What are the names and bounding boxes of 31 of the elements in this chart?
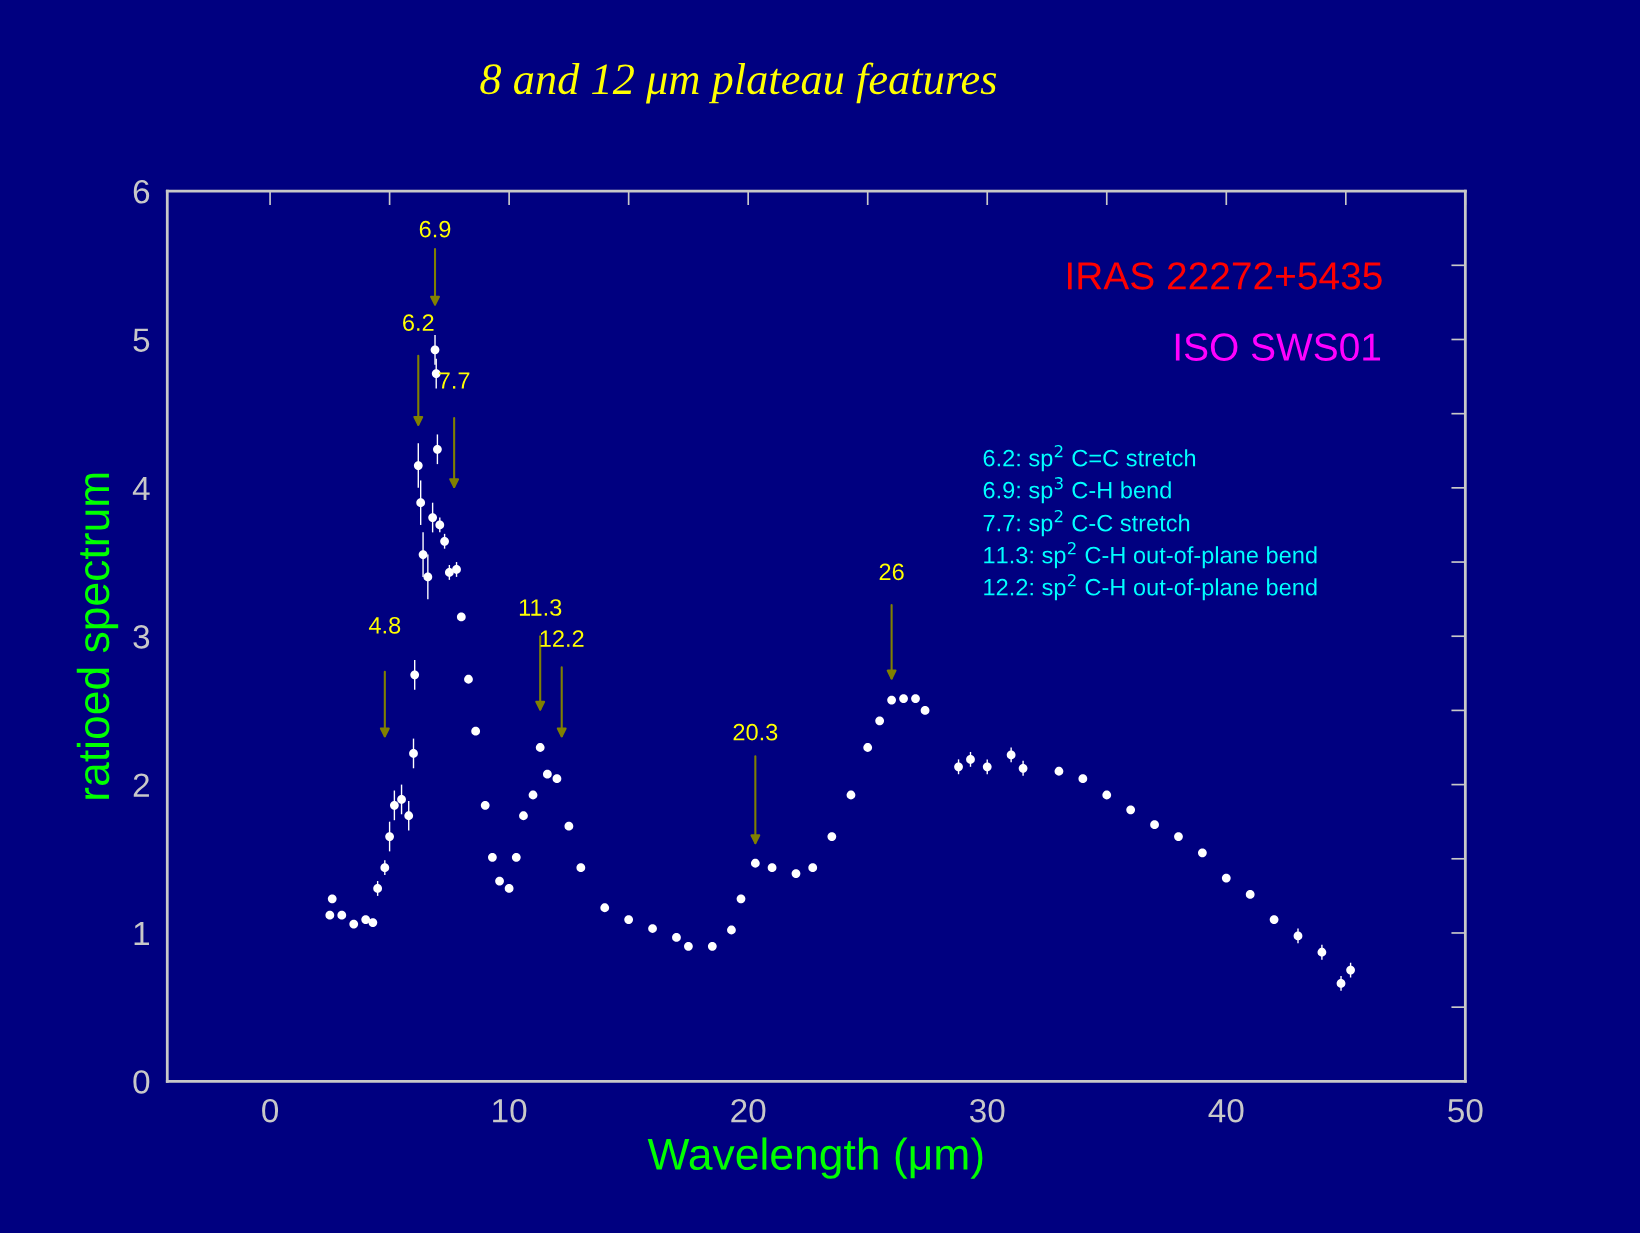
annotation: 11.3: sp$^{2}$ C-H out-of-plane bend [984,542,1317,569]
annotation: 12.2 [540,630,584,647]
x-tick-label: 50 [1448,1098,1483,1123]
x-tick-label: 30 [969,1098,1005,1123]
y-tick-label: 1 [134,922,149,946]
x-axis-title: Wavelength (μm) [647,1137,983,1179]
y-tick-label: 6 [133,179,150,204]
y-tick-label: 2 [133,773,149,797]
chart-title: 8 and 12 μm plateau features [480,62,997,104]
annotation: 6.2 [403,314,434,331]
annotation: 12.2: sp$^{2}$ C-H out-of-plane bend [984,574,1317,601]
annotation: 6.9 [419,220,451,238]
x-tick-label: 10 [493,1098,527,1123]
annotation: 6.9: sp$^{3}$ C-H bend [983,477,1171,504]
annotation: 7.7: sp$^{2}$ C-C stretch [983,509,1190,537]
annotation: IRAS 22272+5435 [1068,262,1382,290]
annotation: 6.2: sp$^{2}$ C=C stretch [983,444,1196,472]
y-tick-label: 5 [133,328,150,352]
x-tick-label: 20 [731,1098,766,1123]
annotation: ISO SWS01 [1175,333,1381,361]
annotation: 26 [879,563,904,581]
annotation: 11.3 [519,599,562,616]
x-tick-label: 40 [1208,1098,1244,1123]
y-tick-label: 3 [133,625,150,649]
y-tick-label: 4 [132,477,150,500]
y-axis-title: ratioed spectrum [76,473,119,799]
y-tick-label: 0 [133,1070,150,1094]
annotation: 4.8 [368,616,401,634]
annotation: 20.3 [733,723,778,741]
annotation: 7.7 [438,372,470,389]
x-tick-label: 0 [262,1098,279,1123]
